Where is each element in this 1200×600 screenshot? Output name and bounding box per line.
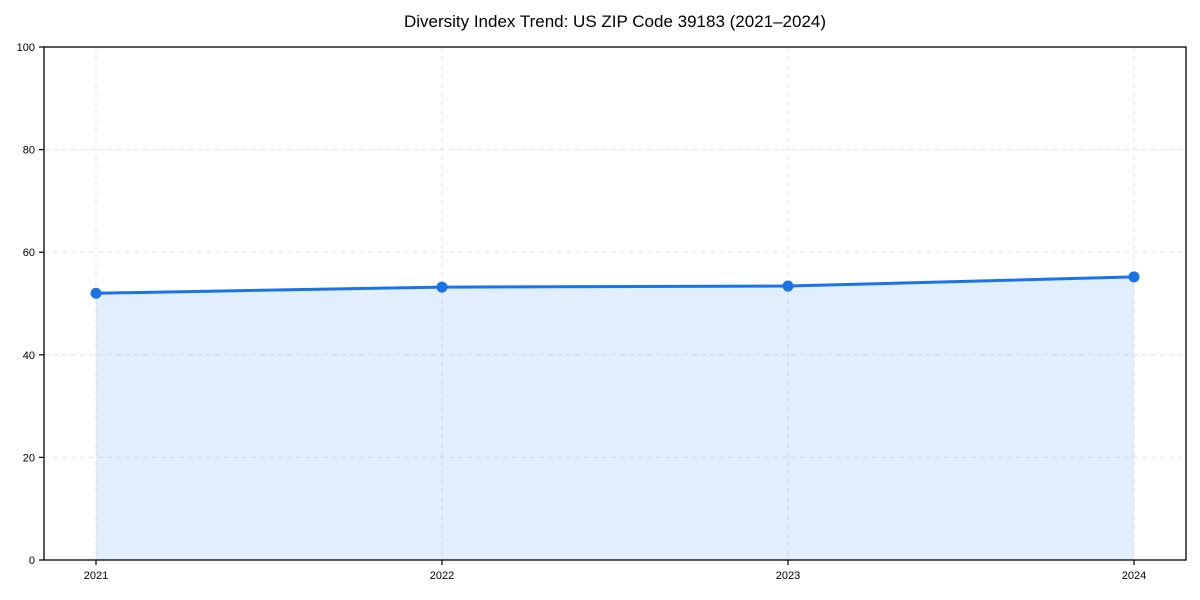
data-point	[90, 287, 102, 299]
y-tick-label: 40	[23, 350, 35, 362]
x-tick-label: 2022	[430, 570, 454, 582]
y-tick-label: 20	[23, 452, 35, 464]
y-tick-label: 60	[23, 247, 35, 259]
trend-line	[94, 275, 1136, 295]
y-tick-label: 80	[23, 145, 35, 157]
chart-title: Diversity Index Trend: US ZIP Code 39183…	[403, 12, 827, 31]
x-tick-label: 2023	[776, 570, 800, 582]
x-tick-label: 2021	[84, 570, 108, 582]
data-point	[782, 280, 794, 292]
plot-border	[43, 46, 1187, 561]
y-tick-label: 0	[29, 555, 35, 567]
area-fill	[96, 276, 1134, 560]
data-point	[436, 281, 448, 293]
data-point	[1128, 271, 1140, 283]
y-tick-label: 100	[17, 42, 35, 54]
x-tick-label: 2024	[1122, 570, 1146, 582]
